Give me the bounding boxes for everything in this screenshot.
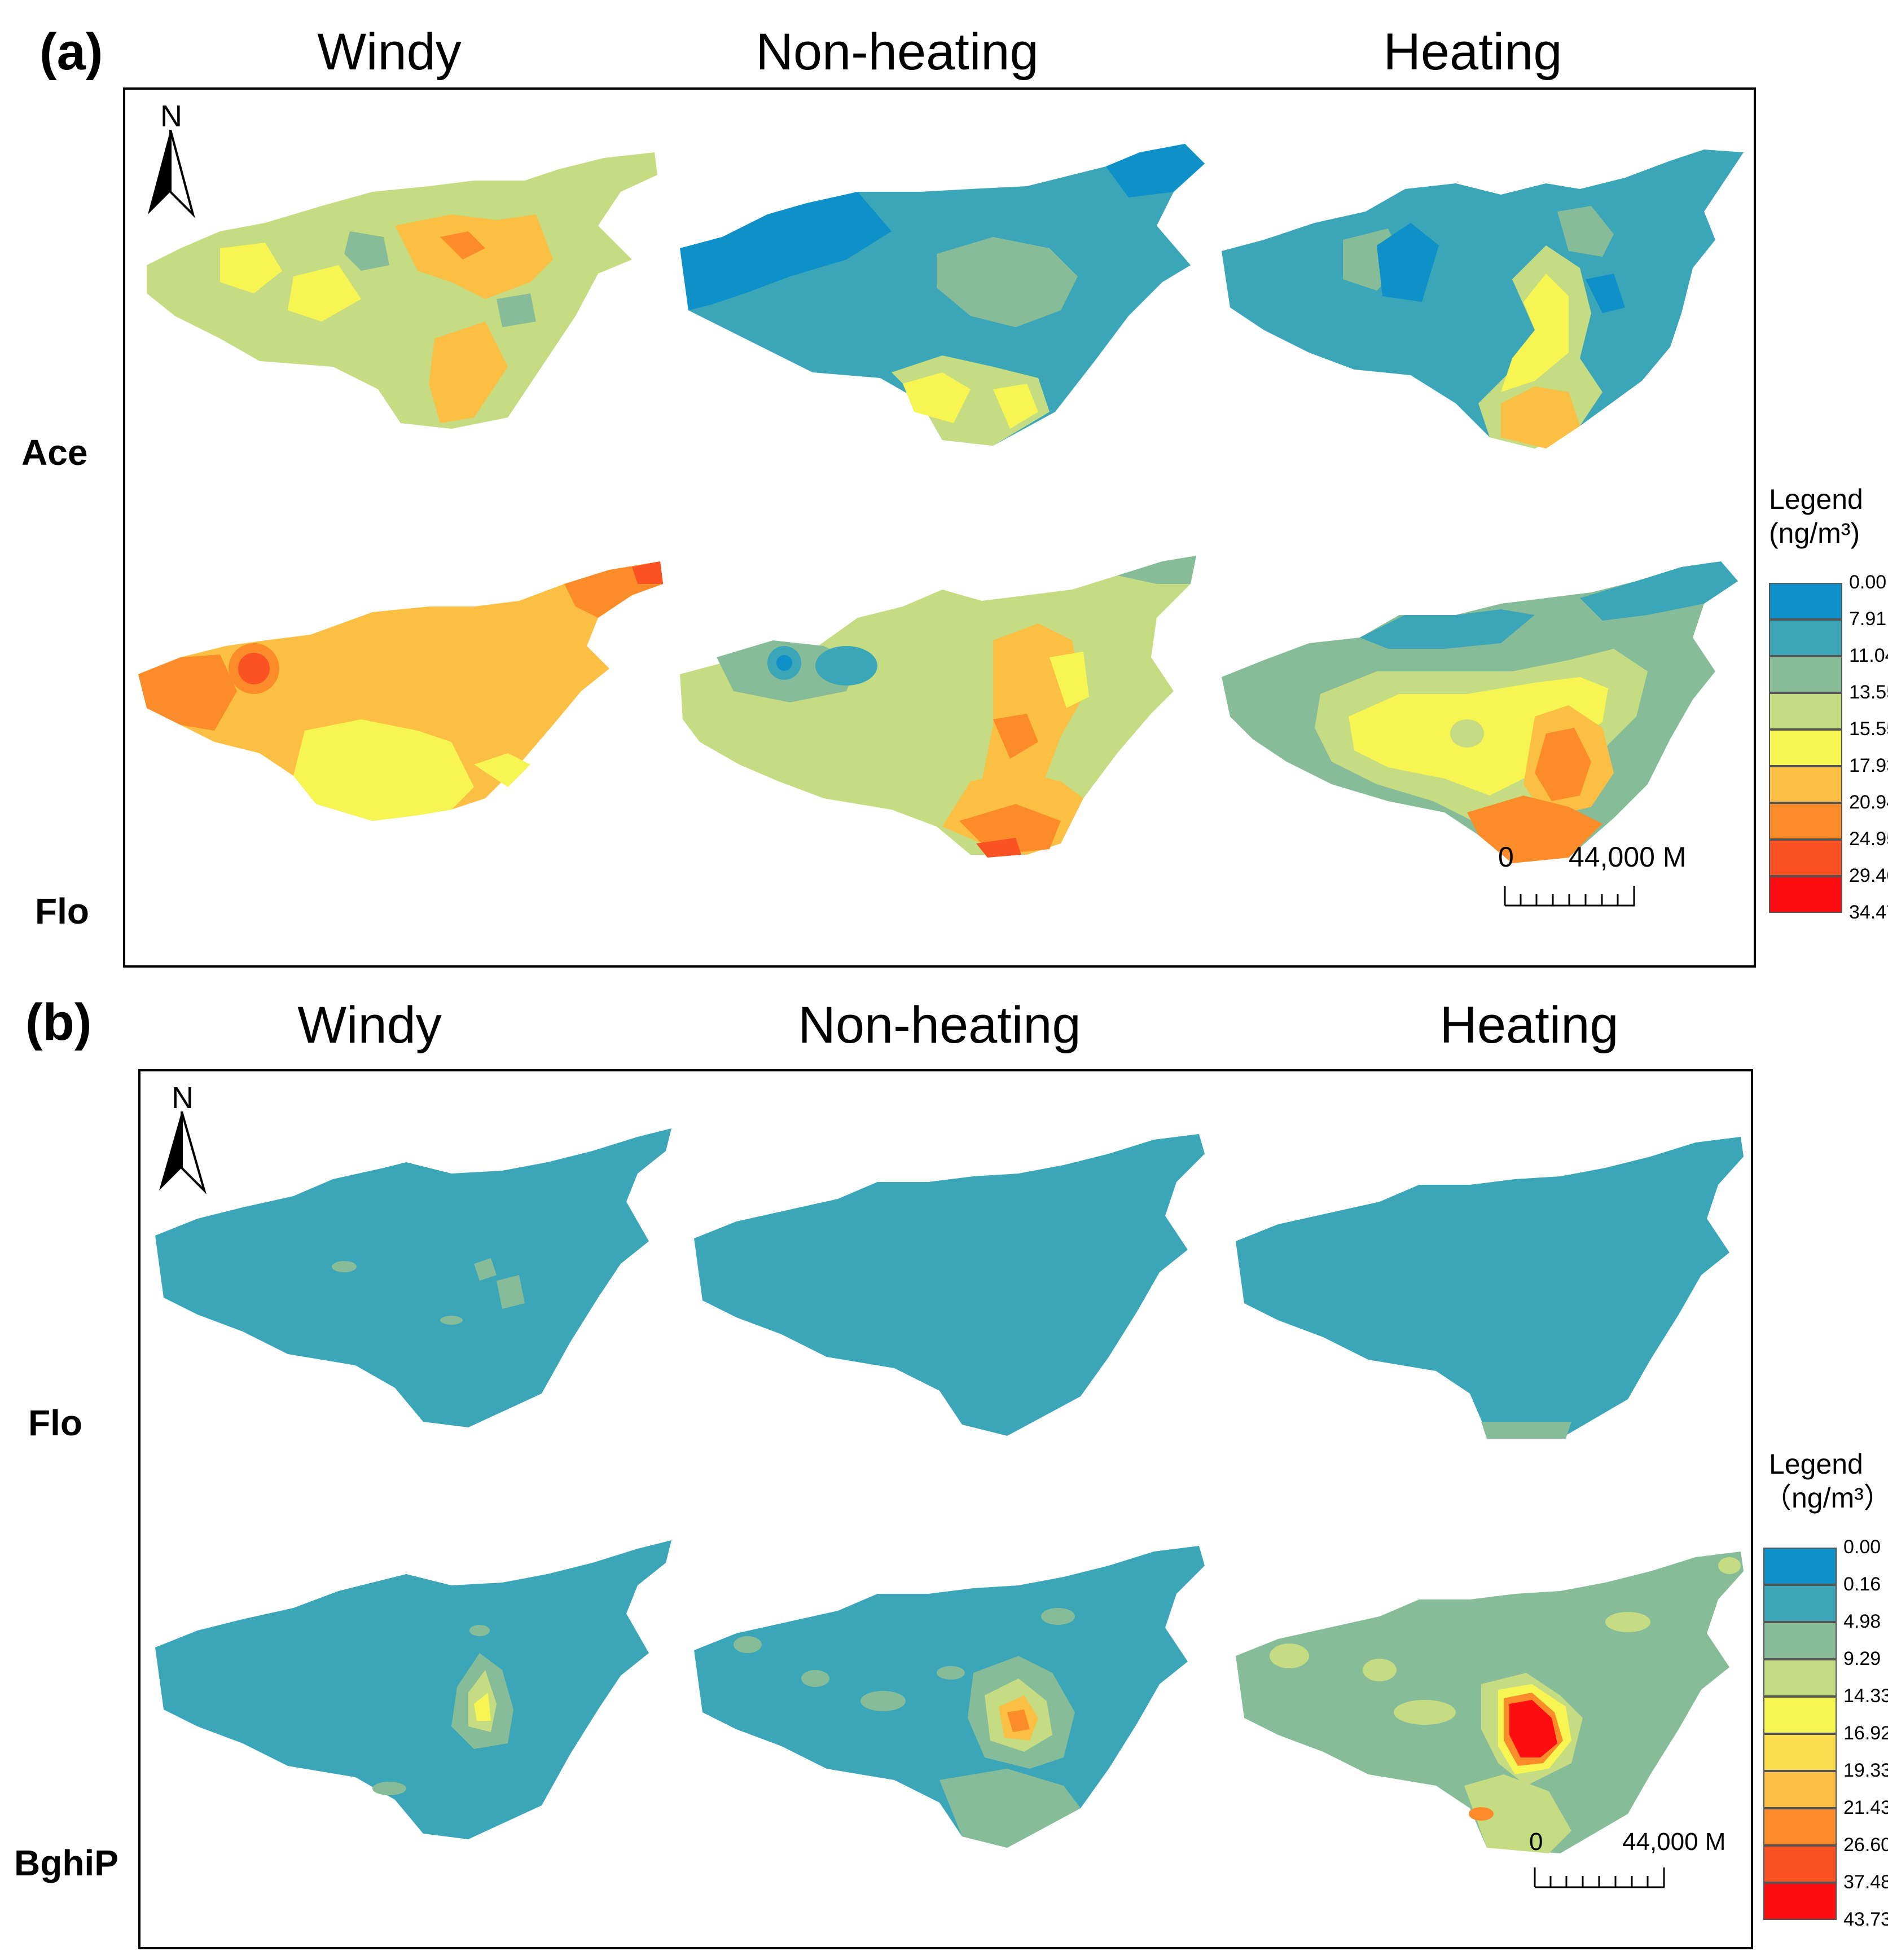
panel-b-frame	[138, 1069, 1753, 1949]
legend-swatch	[1769, 582, 1842, 619]
legend-value: 0.16	[1843, 1574, 1881, 1595]
legend-swatch	[1763, 1585, 1837, 1622]
legend-value: 0.00	[1843, 1536, 1881, 1558]
legend-swatch	[1763, 1845, 1837, 1883]
legend-value: 37.48	[1843, 1871, 1888, 1893]
legend-b: Legend （ng/m³） 0.00 0.16 4.98 9.29 14.33 16.9…	[1763, 1447, 1888, 1955]
legend-swatch	[1769, 766, 1842, 803]
legend-swatch	[1769, 802, 1842, 840]
panel-a-col-heating: Heating	[1383, 23, 1562, 81]
panel-b-north-arrow: N	[159, 1080, 210, 1205]
map-b-bghip-heating	[1236, 1552, 1744, 1853]
legend-value: 9.29	[1843, 1648, 1881, 1669]
legend-a-title: Legend	[1769, 484, 1863, 515]
legend-swatch	[1763, 1622, 1837, 1659]
panel-a-row-flo: Flo	[35, 891, 89, 931]
legend-value: 16.92	[1843, 1722, 1888, 1744]
legend-swatch	[1763, 1659, 1837, 1697]
legend-value: 15.55	[1849, 718, 1888, 740]
panel-a-frame	[123, 87, 1756, 968]
legend-value: 0.00	[1849, 571, 1887, 593]
legend-swatch	[1763, 1883, 1837, 1920]
legend-value: 4.98	[1843, 1611, 1881, 1632]
legend-value: 17.93	[1849, 754, 1888, 776]
legend-swatch	[1763, 1697, 1837, 1734]
panel-a-north-arrow: N	[148, 99, 199, 223]
scale-a-bar	[1504, 886, 1635, 907]
legend-value: 29.46	[1849, 864, 1888, 886]
map-b-bghip-windy	[155, 1540, 671, 1839]
scale-a-zero: 0	[1498, 841, 1514, 873]
panel-b-row-flo: Flo	[28, 1403, 82, 1443]
legend-swatch	[1763, 1734, 1837, 1771]
map-b-flo-nonheating	[694, 1134, 1205, 1436]
legend-swatch	[1769, 729, 1842, 766]
map-a-flo-windy	[138, 561, 663, 821]
panel-b-row-bghip: BghiP	[14, 1843, 118, 1883]
legend-b-items: 0.00 0.16 4.98 9.29 14.33 16.92 19.33 21.43 26.6…	[1763, 1529, 1888, 1946]
map-a-flo-heating	[1222, 561, 1738, 863]
legend-value: 19.33	[1843, 1760, 1888, 1781]
map-b-flo-windy	[155, 1128, 671, 1427]
scale-b-bar	[1534, 1867, 1665, 1888]
north-label: N	[172, 1081, 194, 1115]
legend-swatch	[1769, 692, 1842, 729]
map-a-ace-heating	[1222, 150, 1744, 449]
legend-value: 7.91	[1849, 608, 1887, 630]
legend-b-unit: （ng/m³）	[1763, 1482, 1888, 1514]
scale-b-distance: 44,000 M	[1622, 1828, 1726, 1856]
panel-b-col-heating: Heating	[1439, 996, 1619, 1054]
panel-b-label: (b)	[25, 994, 92, 1051]
legend-a: Legend (ng/m³) 0.00 7.91 11.04 13.55 15.55 17…	[1769, 482, 1888, 934]
map-a-flo-nonheating	[680, 556, 1196, 858]
legend-swatch	[1769, 656, 1842, 693]
map-a-ace-nonheating	[680, 144, 1205, 446]
scale-a-distance: 44,000 M	[1569, 841, 1687, 873]
north-label: N	[160, 99, 182, 133]
north-arrow-icon	[159, 1111, 207, 1194]
panel-a-col-nonheating: Non-heating	[756, 23, 1039, 81]
legend-a-items: 0.00 7.91 11.04 13.55 15.55 17.93 20.94 24.95 29…	[1769, 564, 1888, 931]
legend-value: 14.33	[1843, 1685, 1888, 1707]
legend-value: 21.43	[1843, 1797, 1888, 1818]
panel-b-col-windy: Windy	[297, 996, 442, 1054]
legend-b-title: Legend	[1769, 1448, 1863, 1480]
legend-swatch	[1763, 1771, 1837, 1808]
legend-swatch	[1769, 839, 1842, 876]
legend-swatch	[1763, 1808, 1837, 1845]
legend-swatch	[1763, 1548, 1837, 1585]
map-b-bghip-nonheating	[694, 1546, 1205, 1848]
legend-value: 24.95	[1849, 828, 1888, 850]
legend-value: 13.55	[1849, 681, 1888, 703]
scale-b-zero: 0	[1529, 1828, 1543, 1856]
panel-a-label: (a)	[39, 23, 103, 81]
panel-a-row-ace: Ace	[21, 432, 88, 473]
legend-value: 34.47	[1849, 901, 1888, 923]
map-b-flo-heating	[1236, 1137, 1744, 1439]
legend-value: 20.94	[1849, 791, 1888, 813]
legend-swatch	[1769, 619, 1842, 656]
legend-swatch	[1769, 876, 1842, 913]
map-a-ace-windy	[147, 152, 657, 429]
panel-b-col-nonheating: Non-heating	[798, 996, 1081, 1054]
north-arrow-icon	[148, 130, 195, 218]
legend-value: 11.04	[1849, 644, 1888, 666]
legend-value: 26.60	[1843, 1834, 1888, 1856]
legend-a-unit: (ng/m³)	[1769, 517, 1860, 549]
panel-a-col-windy: Windy	[317, 23, 462, 81]
legend-value: 43.73	[1843, 1909, 1888, 1930]
